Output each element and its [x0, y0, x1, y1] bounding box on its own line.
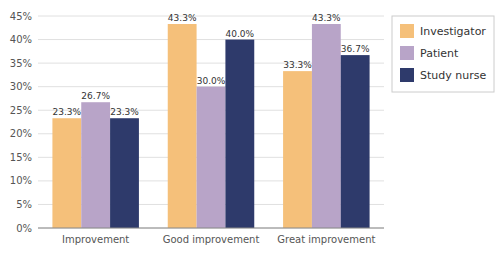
- y-tick-label: 25%: [10, 105, 32, 116]
- data-label: 36.7%: [341, 44, 370, 54]
- legend-label: Investigator: [420, 25, 486, 38]
- legend-swatch: [400, 24, 414, 38]
- legend-label: Patient: [420, 47, 459, 60]
- chart: 0% 5% 10% 15% 20% 25% 30% 35% 40% 45% 23.3% 43.3% 33…: [0, 0, 500, 257]
- bar: [312, 24, 341, 228]
- bar: [52, 118, 81, 228]
- bar: [81, 102, 110, 228]
- bar: [341, 55, 370, 228]
- grid-line: [38, 228, 384, 229]
- data-label: 43.3%: [168, 13, 197, 23]
- y-tick-label: 10%: [10, 175, 32, 186]
- legend: Investigator Patient Study nurse: [392, 16, 494, 92]
- data-label: 26.7%: [81, 91, 110, 101]
- bar: [225, 40, 254, 228]
- y-tick-label: 0%: [16, 223, 32, 234]
- bars: [52, 24, 369, 228]
- x-axis-line: [38, 228, 384, 229]
- bar: [168, 24, 197, 228]
- y-tick-label: 35%: [10, 58, 32, 69]
- legend-label: Study nurse: [420, 69, 486, 82]
- data-label: 30.0%: [197, 76, 226, 86]
- x-tick-label: Improvement: [62, 234, 129, 245]
- data-label: 23.3%: [53, 107, 82, 117]
- y-tick-label: 40%: [10, 34, 32, 45]
- data-label: 23.3%: [110, 107, 139, 117]
- y-tick-label: 30%: [10, 81, 32, 92]
- legend-frame: [392, 16, 494, 92]
- x-tick-label: Good improvement: [163, 234, 260, 245]
- y-tick-label: 5%: [16, 199, 32, 210]
- data-labels: 23.3% 43.3% 33.3% 26.7% 30.0% 43.3% 23.3% 40.0%…: [53, 13, 370, 117]
- grid: [38, 16, 384, 228]
- x-tick-label: Great improvement: [277, 234, 375, 245]
- y-tick-label: 45%: [10, 11, 32, 22]
- bar: [110, 118, 139, 228]
- y-tick-label: 15%: [10, 152, 32, 163]
- legend-swatch: [400, 46, 414, 60]
- data-label: 43.3%: [312, 13, 341, 23]
- y-tick-label: 20%: [10, 128, 32, 139]
- bar: [283, 71, 312, 228]
- legend-swatch: [400, 68, 414, 82]
- data-label: 40.0%: [226, 29, 255, 39]
- data-label: 33.3%: [283, 60, 312, 70]
- bar: [197, 87, 226, 228]
